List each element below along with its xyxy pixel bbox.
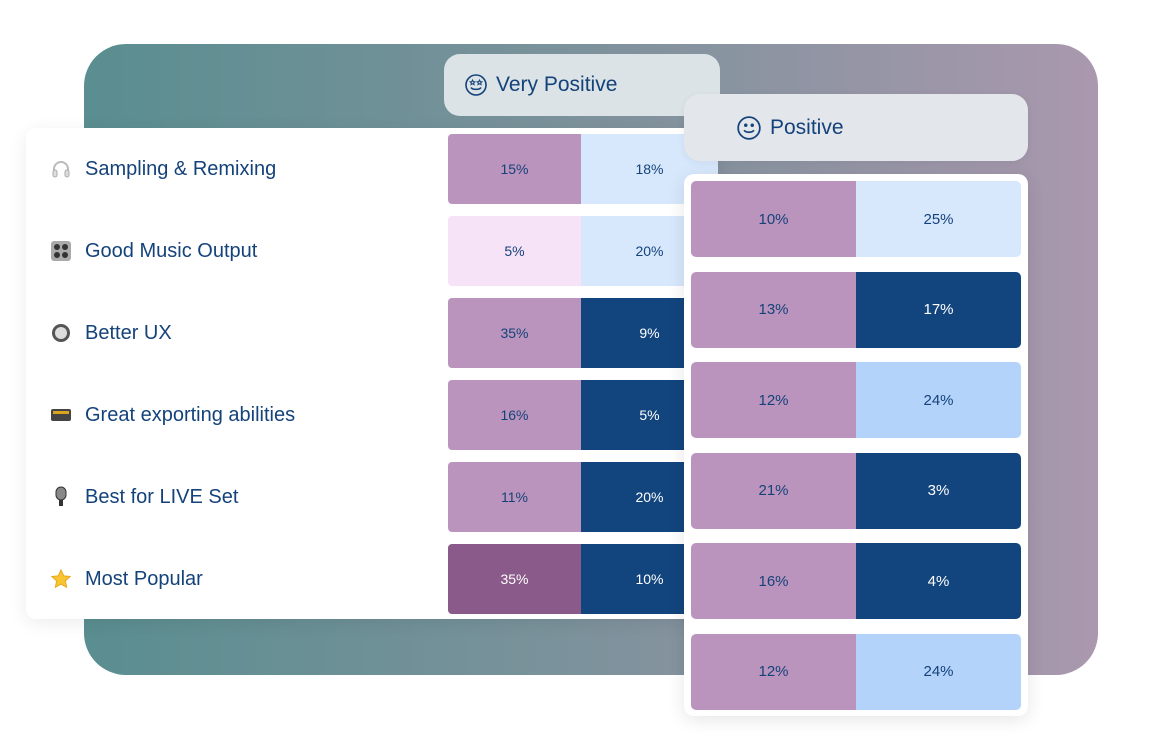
microphone-icon [50,486,72,508]
very-positive-cell: 16% [448,380,581,450]
feature-label: Great exporting abilities [85,403,296,426]
radio-icon [50,404,72,426]
feature-row: Sampling & Remixing 15% 18% [26,134,718,204]
positive-cell: 12% [691,362,856,438]
very-positive-cell: 15% [448,134,581,204]
positive-cell: 10% [691,181,856,257]
positive-header: Positive [684,94,1028,161]
star-struck-face-icon [465,74,487,96]
positive-row: 12% 24% [691,633,1021,710]
very-positive-header: Very Positive [444,54,720,116]
positive-row: 21% 3% [691,452,1021,529]
positive-cell: 4% [856,543,1021,619]
button-icon [50,322,72,344]
feature-label-wrap: Great exporting abilities [50,380,295,450]
positive-cell: 3% [856,452,1021,529]
feature-label-wrap: Best for LIVE Set [50,462,238,532]
positive-cell: 13% [691,271,856,348]
feature-label-wrap: Better UX [50,298,172,368]
feature-label-wrap: Good Music Output [50,216,257,286]
positive-row: 16% 4% [691,543,1021,619]
features-card: Sampling & Remixing 15% 18% Good Music Ou… [26,128,718,619]
feature-label-wrap: Sampling & Remixing [50,134,276,204]
positive-row: 13% 17% [691,271,1021,348]
positive-cell: 24% [856,362,1021,438]
feature-label: Most Popular [85,567,203,590]
feature-row: Better UX 35% 9% [26,298,718,368]
positive-cell: 21% [691,452,856,529]
positive-row: 12% 24% [691,362,1021,438]
feature-label: Best for LIVE Set [85,485,239,508]
positive-row: 10% 25% [691,181,1021,257]
positive-cell: 25% [856,181,1021,257]
positive-cell: 16% [691,543,856,619]
feature-row: Best for LIVE Set 11% 20% [26,462,718,532]
very-positive-title: Very Positive [496,73,618,96]
feature-row: Good Music Output 5% 20% [26,216,718,286]
feature-label-wrap: Most Popular [50,544,203,614]
very-positive-cell: 35% [448,298,581,368]
positive-cell: 12% [691,633,856,710]
star-icon [50,568,72,590]
positive-cell: 17% [856,271,1021,348]
positive-cell: 24% [856,633,1021,710]
headphones-icon [50,158,72,180]
smiley-face-icon [737,115,761,140]
positive-card: 10% 25% 13% 17% 12% 24% 21% 3% 16% 4% 12% 24% [684,174,1028,716]
feature-label: Sampling & Remixing [85,157,277,180]
feature-row: Most Popular 35% 10% [26,544,718,614]
very-positive-cell: 5% [448,216,581,286]
feature-label: Good Music Output [85,239,258,262]
feature-row: Great exporting abilities 16% 5% [26,380,718,450]
feature-label: Better UX [85,321,172,344]
control-knobs-icon [50,240,72,262]
very-positive-cell: 11% [448,462,581,532]
positive-title: Positive [770,115,844,139]
very-positive-cell: 35% [448,544,581,614]
